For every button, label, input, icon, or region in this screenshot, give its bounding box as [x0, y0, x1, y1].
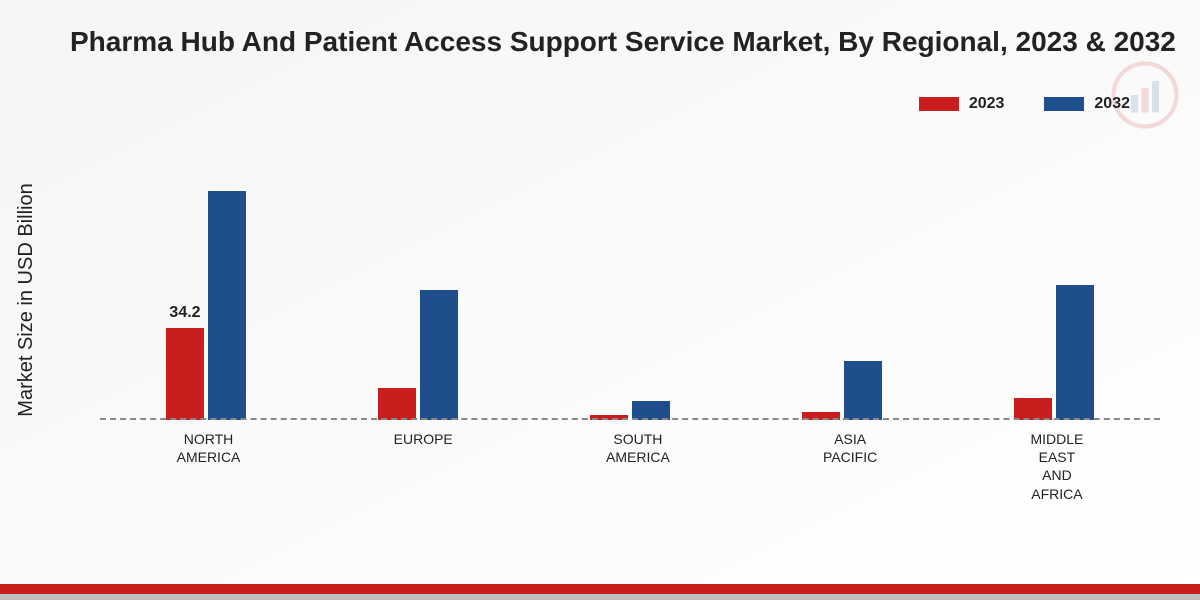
footer-red-stripe [0, 584, 1200, 594]
chart-title: Pharma Hub And Patient Access Support Se… [70, 25, 1176, 59]
legend: 2023 2032 [919, 95, 1130, 113]
bar-group-europe [378, 290, 458, 420]
footer-gray-stripe [0, 594, 1200, 600]
chart-plot-area: 34.2 [100, 150, 1160, 420]
bar-group-north-america: 34.2 [166, 191, 246, 421]
bar-group-mea [1014, 285, 1094, 420]
bar-2023-north-america: 34.2 [166, 328, 204, 420]
bar-2032-asia-pacific [844, 361, 882, 420]
bar-2032-north-america [208, 191, 246, 421]
legend-item-2032: 2032 [1044, 95, 1130, 113]
category-label: EUROPE [394, 430, 453, 503]
legend-label-2032: 2032 [1094, 95, 1130, 113]
bar-group-asia-pacific [802, 361, 882, 420]
category-label: MIDDLE EAST AND AFRICA [1030, 430, 1083, 503]
bar-value-label: 34.2 [169, 304, 200, 322]
legend-item-2023: 2023 [919, 95, 1005, 113]
bar-groups-container: 34.2 [100, 150, 1160, 420]
category-label: ASIA PACIFIC [823, 430, 877, 503]
bar-2032-mea [1056, 285, 1094, 420]
x-axis-baseline [100, 418, 1160, 420]
category-labels-row: NORTH AMERICA EUROPE SOUTH AMERICA ASIA … [100, 430, 1160, 503]
footer-accent-bar [0, 584, 1200, 600]
legend-label-2023: 2023 [969, 95, 1005, 113]
category-label: SOUTH AMERICA [606, 430, 670, 503]
legend-swatch-2023 [919, 97, 959, 111]
category-label: NORTH AMERICA [177, 430, 241, 503]
bar-2032-europe [420, 290, 458, 420]
bar-2023-europe [378, 388, 416, 420]
y-axis-label: Market Size in USD Billion [15, 183, 38, 416]
legend-swatch-2032 [1044, 97, 1084, 111]
bar-2023-mea [1014, 398, 1052, 420]
